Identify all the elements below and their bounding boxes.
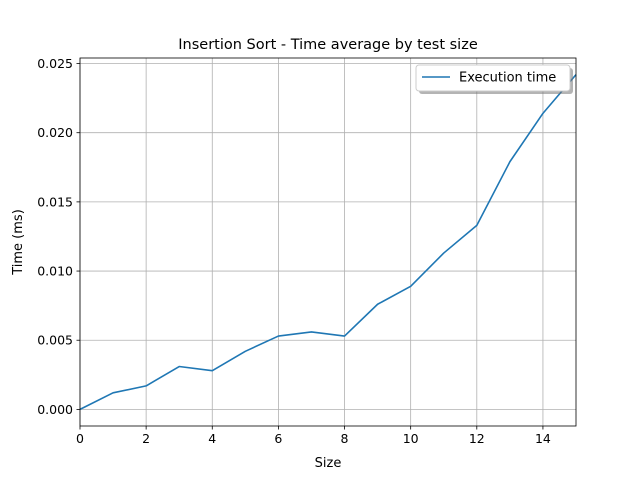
y-gridlines [80,63,576,410]
y-axis-label: Time (ms) [11,209,26,276]
legend-label-execution-time: Execution time [459,71,556,86]
y-tick-label: 0.020 [37,125,73,140]
x-axis-label: Size [315,456,342,471]
x-tick-label: 8 [341,431,349,446]
x-tick-label: 14 [535,431,551,446]
x-tick-label: 4 [208,431,216,446]
x-tick-label: 6 [274,431,282,446]
x-tick-label: 2 [142,431,150,446]
plot-frame [79,57,577,427]
y-tick-label: 0.000 [37,402,73,417]
y-tick-label: 0.010 [37,264,73,279]
x-axis-ticks: 0 2 4 6 8 10 12 14 [76,426,551,446]
plot-area [80,58,576,426]
y-tick-label: 0.025 [37,56,73,71]
chart-title: Insertion Sort - Time average by test si… [178,37,478,53]
x-tick-label: 12 [469,431,485,446]
y-tick-label: 0.015 [37,194,73,209]
y-tick-label: 0.005 [37,333,73,348]
x-tick-label: 10 [403,431,419,446]
series-line-execution-time [79,74,577,411]
x-tick-label: 0 [76,431,84,446]
legend: Execution time [415,64,573,94]
legend-box [415,64,571,92]
y-axis-ticks: 0.000 0.005 0.010 0.015 0.020 0.025 [37,56,80,417]
